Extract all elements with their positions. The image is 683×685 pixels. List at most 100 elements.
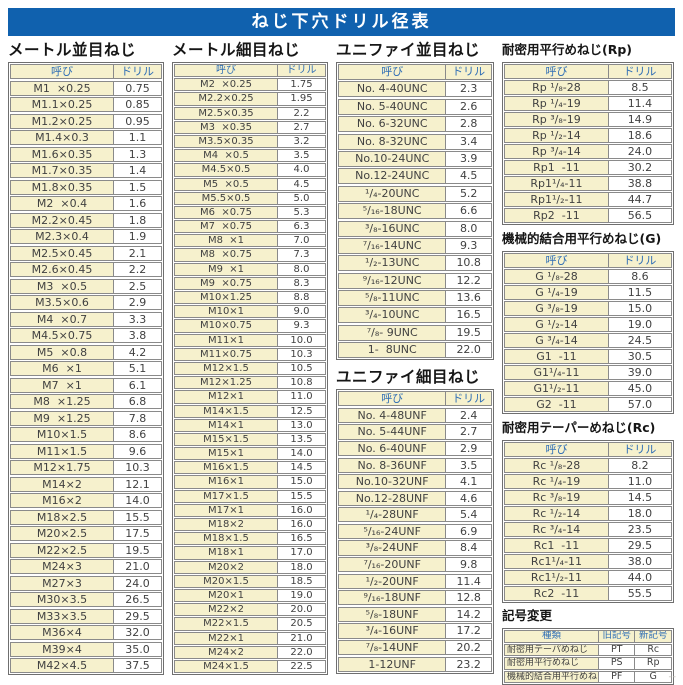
name-cell: M5.5×0.5 (175, 192, 277, 204)
name-cell: Rp ¹/₄-19 (505, 97, 608, 110)
value-cell: 23.5 (607, 523, 671, 536)
name-cell: M8 ×0.75 (175, 249, 277, 261)
name-cell: M15×1.5 (175, 433, 277, 446)
value-cell: 4.6 (445, 491, 491, 505)
corner-mark: -- (668, 672, 677, 682)
table-row: G ¹/₄-19 11.5 (504, 285, 672, 300)
value-cell: 8.3 (277, 277, 325, 289)
table-metric-fine: 呼び ドリル M2 ×0.25 1.75 M2.2×0.25 1.95 M2.5×0.35 2… (172, 62, 328, 676)
page-title: ねじ下穴ドリル径表 (8, 8, 675, 36)
table-row: M9 ×1.25 7.8 (10, 410, 162, 426)
value-cell: PS (597, 658, 635, 669)
name-cell: Rc1¹/₂-11 (505, 571, 608, 584)
value-cell: 22.0 (277, 646, 325, 658)
column-header: ドリル (445, 392, 491, 406)
column-metric-coarse: メートル並目ねじ 呼び ドリル M1 ×0.25 0.75 M1.1×0.25 0.85 M… (8, 41, 164, 675)
name-cell: No. 8-32UNC (339, 134, 446, 149)
name-cell: M42×4.5 (11, 659, 113, 672)
value-cell: 55.5 (607, 587, 671, 600)
table-row: M2.5×0.45 2.1 (10, 245, 162, 261)
table-row: G1¹/₄-11 39.0 (504, 365, 672, 380)
table-row: Rc ¹/₂-14 18.0 (504, 506, 672, 521)
name-cell: M18×1.5 (175, 533, 277, 545)
name-cell: M11×1.5 (11, 444, 113, 458)
table-row: M14×1.5 12.5 (174, 404, 326, 418)
table-row: Rp ¹/₈-28 8.5 (504, 80, 672, 95)
value-cell: 8.5 (607, 81, 671, 94)
table-g: 呼び ドリル G ¹/₈-28 8.6 G ¹/₄-19 11.5 G ³/₈-19 15.0… (502, 251, 674, 414)
value-cell: 57.0 (607, 398, 671, 411)
value-cell: Rp (634, 658, 671, 669)
value-cell: 8.2 (607, 459, 671, 472)
table-row: M7 ×1 6.1 (10, 377, 162, 393)
name-cell: ¹/₂-20UNF (339, 574, 446, 588)
value-cell: 3.9 (445, 151, 491, 166)
table-row: M10×1.25 8.8 (174, 291, 326, 305)
value-cell: 1.1 (113, 131, 161, 144)
name-cell: No. 6-32UNC (339, 117, 446, 132)
table-row: M1.2×0.25 0.95 (10, 113, 162, 129)
value-cell: 1.3 (113, 147, 161, 161)
value-cell: 7.0 (277, 235, 325, 247)
table-row: M11×1.5 9.6 (10, 443, 162, 459)
header-row: 呼び ドリル (504, 64, 672, 79)
value-cell: 4.0 (277, 164, 325, 176)
name-cell: ³/₈-24UNF (339, 541, 446, 555)
value-cell: 3.5 (445, 458, 491, 472)
table-row: M6 ×0.75 5.3 (174, 205, 326, 220)
value-cell: 3.5 (277, 150, 325, 162)
name-cell: M10×1.5 (11, 428, 113, 441)
table-row: M18×1 17.0 (174, 546, 326, 560)
table-row: G2 -11 57.0 (504, 397, 672, 412)
name-cell: M2.6×0.45 (11, 263, 113, 276)
table-rc: 呼び ドリル Rc ¹/₈-28 8.2 Rc ¹/₄-19 11.0 Rc ³/₈-19 1… (502, 440, 674, 603)
value-cell: 24.0 (113, 576, 161, 590)
value-cell: 29.5 (113, 609, 161, 623)
table-row: M3 ×0.5 2.5 (10, 278, 162, 294)
table-row: M2.5×0.35 2.2 (174, 106, 326, 120)
value-cell: 9.3 (277, 320, 325, 332)
value-cell: 23.2 (445, 657, 491, 671)
header-row: 種類 旧記号 新記号 (504, 630, 672, 643)
table-row: M9 ×0.75 8.3 (174, 276, 326, 290)
table-row: M12×1.5 10.5 (174, 361, 326, 376)
name-cell: M20×1.5 (175, 575, 277, 587)
name-cell: No. 5-44UNF (339, 425, 446, 439)
column-header: 新記号 (634, 631, 671, 642)
value-cell: 17.0 (277, 547, 325, 559)
table-row: ⁹/₁₆-12UNC 12.2 (338, 272, 492, 289)
value-cell: 0.95 (113, 114, 161, 128)
value-cell: Rc (634, 644, 671, 655)
column-header: ドリル (607, 65, 671, 78)
name-cell: M14×2 (11, 477, 113, 491)
value-cell: 17.5 (113, 527, 161, 540)
column-header: 呼び (339, 65, 446, 79)
table-metric-coarse: 呼び ドリル M1 ×0.25 0.75 M1.1×0.25 0.85 M1.2×0.25 0… (8, 62, 164, 675)
table-row: ⁷/₁₆-14UNC 9.3 (338, 237, 492, 254)
table-row: M5 ×0.5 4.5 (174, 177, 326, 191)
name-cell: ⁷/₁₆-14UNC (339, 238, 446, 253)
table-row: Rp ¹/₄-19 11.4 (504, 96, 672, 111)
value-cell: 14.0 (277, 448, 325, 460)
value-cell: 0.85 (113, 98, 161, 111)
table-row: No. 6-32UNC 2.8 (338, 116, 492, 133)
value-cell: 24.5 (607, 334, 671, 347)
name-cell: 耐密用テーパめねじ (505, 644, 598, 655)
table-row: M15×1 14.0 (174, 447, 326, 461)
value-cell: 20.5 (277, 618, 325, 630)
table-unified-coarse: 呼び ドリル No. 4-40UNC 2.3 No. 5-40UNC 2.6 No. 6-3… (336, 62, 494, 361)
value-cell: 12.8 (445, 591, 491, 605)
value-cell: 4.5 (445, 169, 491, 184)
name-cell: M1 ×0.25 (11, 81, 113, 95)
table-row: No.12-24UNC 4.5 (338, 168, 492, 185)
value-cell: 17.2 (445, 624, 491, 638)
name-cell: M17×1.5 (175, 490, 277, 502)
value-cell: 4.2 (113, 345, 161, 359)
header-row: 呼び ドリル (504, 253, 672, 268)
table-row: M1 ×0.25 0.75 (10, 80, 162, 96)
value-cell: 35.0 (113, 642, 161, 656)
name-cell: M9 ×1.25 (11, 411, 113, 425)
name-cell: M24×3 (11, 560, 113, 573)
value-cell: 20.0 (277, 604, 325, 616)
name-cell: M33×3.5 (11, 609, 113, 623)
